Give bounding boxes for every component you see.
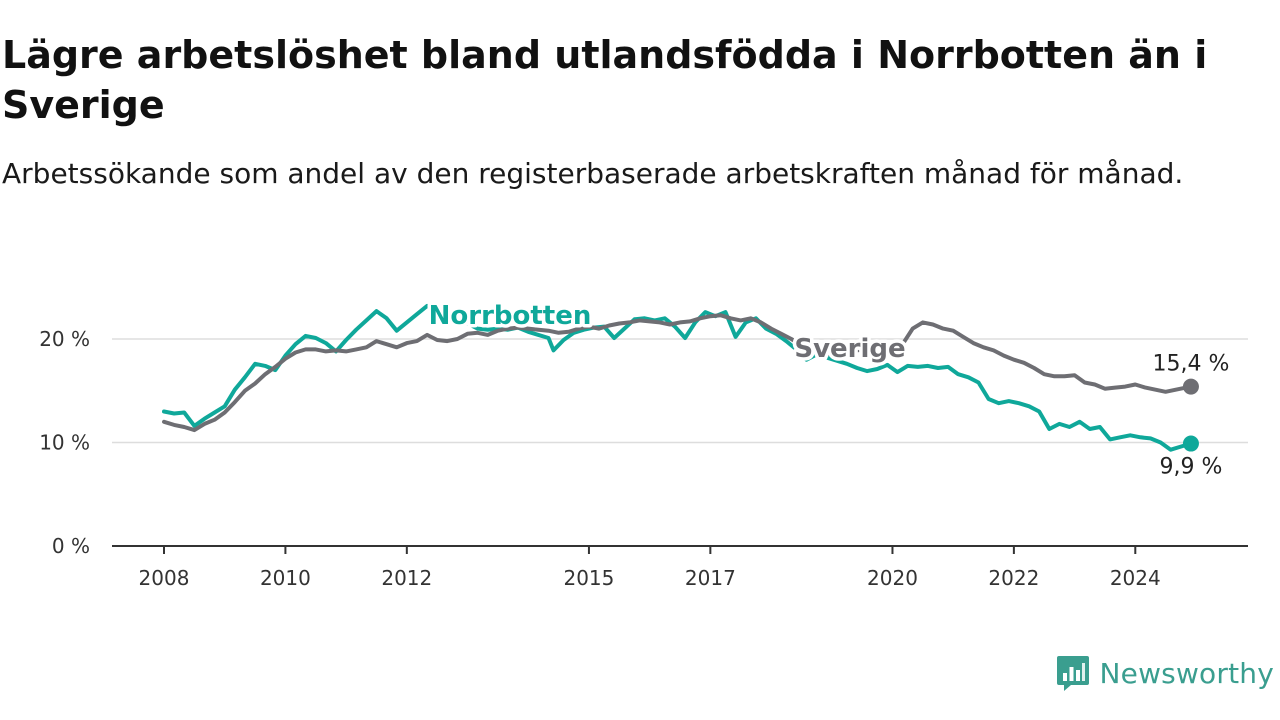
- y-tick-label: 10 %: [39, 431, 90, 455]
- x-tick-label: 2024: [1110, 566, 1161, 590]
- x-axis: 2008 2010 2012 2015 2017 2020 2022 2024: [112, 545, 1248, 590]
- series-lines: [162, 303, 1193, 452]
- series-line-sverige: [162, 313, 1193, 433]
- x-tick-label: 2012: [381, 566, 432, 590]
- x-tick-label: 2020: [867, 566, 918, 590]
- y-tick-label: 0 %: [52, 534, 90, 558]
- end-value-label-norrbotten: 9,9 %: [1159, 455, 1222, 480]
- chart-title: Lägre arbetslöshet bland utlandsfödda i …: [2, 33, 1208, 127]
- x-tick-label: 2015: [563, 566, 614, 590]
- newsworthy-logo-icon: [1056, 656, 1089, 691]
- series-labels: 9,9 % 15,4 % Norrbotten Sverige: [425, 298, 1232, 483]
- brand-name: Newsworthy: [1099, 656, 1274, 690]
- x-tick-label: 2022: [988, 566, 1039, 590]
- chart-subtitle: Arbetssökande som andel av den registerb…: [2, 157, 1184, 190]
- series-line-norrbotten: [162, 303, 1193, 452]
- series-label-norrbotten: Norrbotten: [429, 301, 592, 331]
- end-point-sverige: [1182, 378, 1199, 395]
- brand-logo: Newsworthy: [1056, 654, 1275, 692]
- end-value-label-sverige: 15,4 %: [1152, 352, 1229, 377]
- x-tick-label: 2017: [685, 566, 736, 590]
- series-label-sverige: Sverige: [794, 334, 905, 364]
- x-tick-label: 2010: [260, 566, 311, 590]
- grid-layer: 0 % 10 % 20 %: [39, 327, 1248, 558]
- end-point-norrbotten: [1182, 435, 1199, 452]
- y-tick-label: 20 %: [39, 327, 90, 351]
- x-tick-label: 2008: [139, 566, 190, 590]
